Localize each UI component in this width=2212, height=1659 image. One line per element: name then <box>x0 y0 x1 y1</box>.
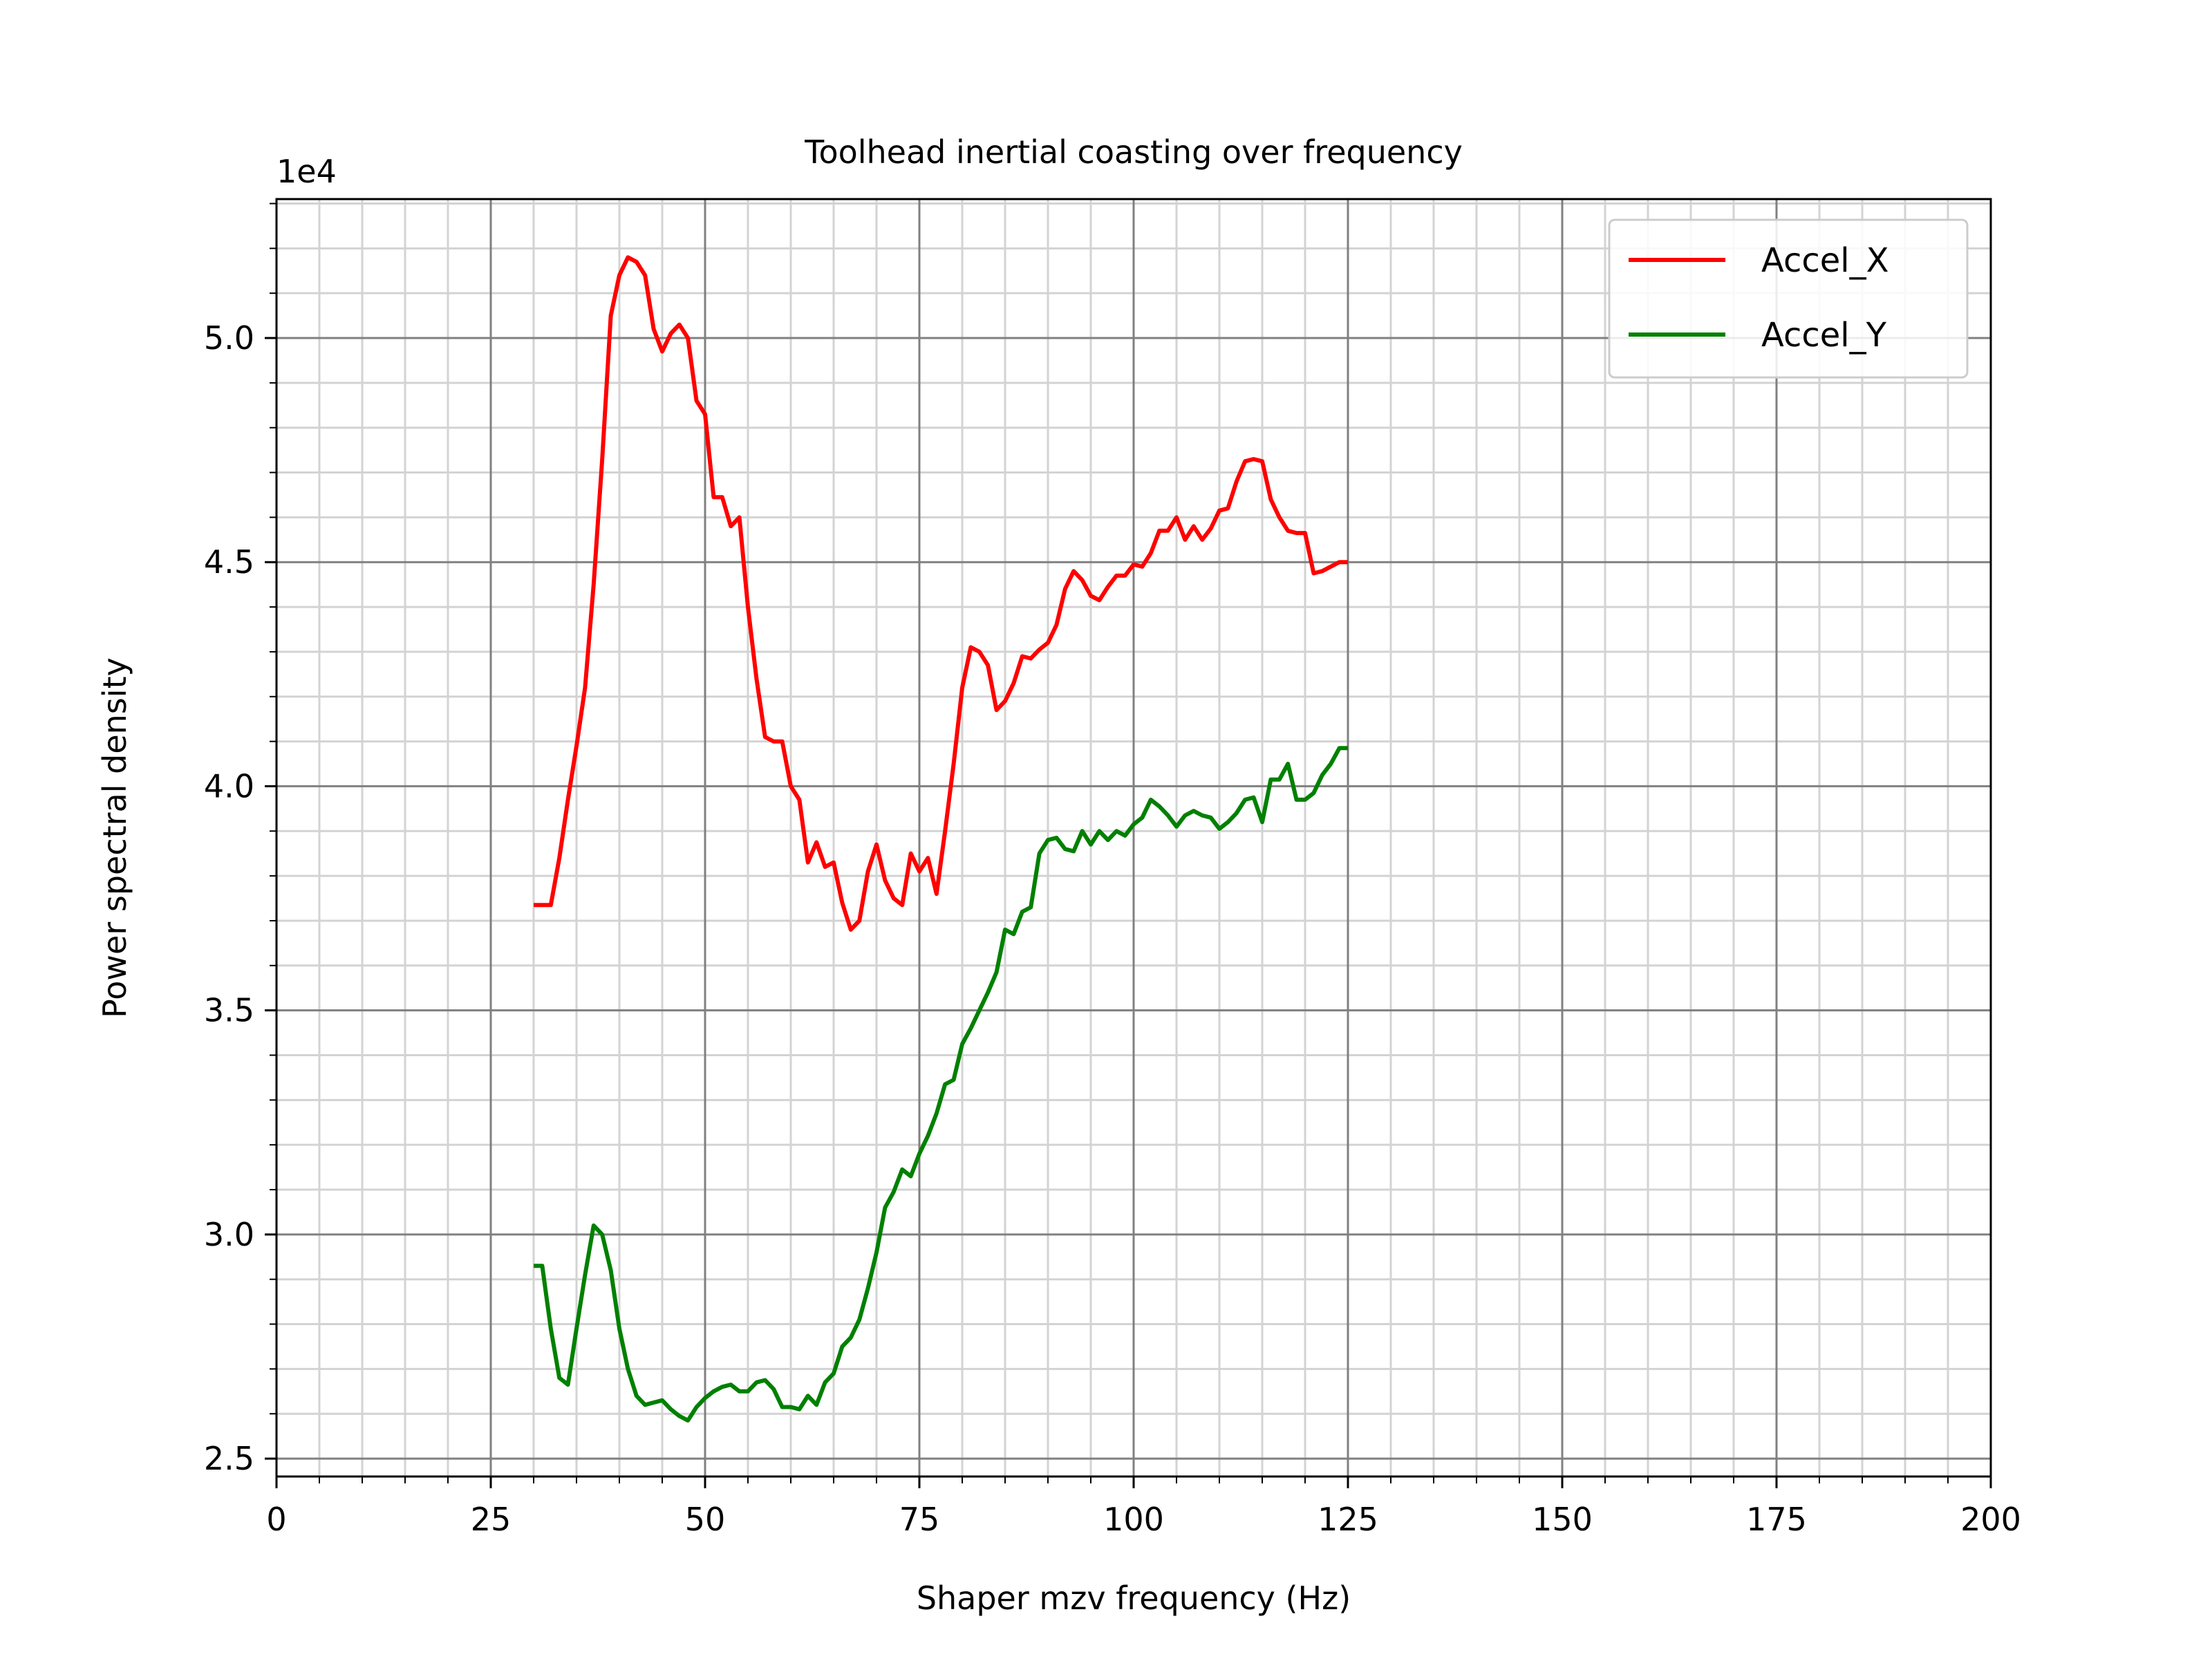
x-tick-label: 25 <box>471 1501 512 1538</box>
y-tick-label: 3.5 <box>204 992 254 1029</box>
x-tick-label: 125 <box>1318 1501 1378 1538</box>
y-tick-label: 3.0 <box>204 1216 254 1253</box>
x-tick-label: 175 <box>1746 1501 1807 1538</box>
x-tick-label: 150 <box>1532 1501 1593 1538</box>
y-tick-label: 2.5 <box>204 1440 254 1477</box>
legend-label-accel-x: Accel_X <box>1761 241 1889 280</box>
x-axis: 0 25 50 75 100 125 150 175 200 <box>266 1477 2021 1538</box>
series-line-accel-y <box>534 746 1348 1423</box>
x-tick-label: 50 <box>685 1501 726 1538</box>
x-tick-label: 0 <box>266 1501 286 1538</box>
x-tick-label: 100 <box>1103 1501 1164 1538</box>
y-tick-label: 5.0 <box>204 319 254 357</box>
series-line-accel-x <box>534 255 1348 932</box>
x-tick-label: 200 <box>1960 1501 2021 1538</box>
y-axis-label: Power spectral density <box>96 657 133 1018</box>
chart-title: Toolhead inertial coasting over frequenc… <box>804 133 1463 171</box>
x-tick-label: 75 <box>899 1501 940 1538</box>
legend: Accel_X Accel_Y <box>1608 218 1969 379</box>
y-offset-label: 1e4 <box>276 153 337 190</box>
series-layer <box>534 255 1348 1423</box>
x-axis-label: Shaper mzv frequency (Hz) <box>917 1580 1351 1617</box>
y-tick-label: 4.0 <box>204 767 254 805</box>
y-axis: 2.5 3.0 3.5 4.0 4.5 5.0 <box>204 203 276 1477</box>
y-tick-label: 4.5 <box>204 543 254 581</box>
legend-label-accel-y: Accel_Y <box>1761 316 1887 355</box>
